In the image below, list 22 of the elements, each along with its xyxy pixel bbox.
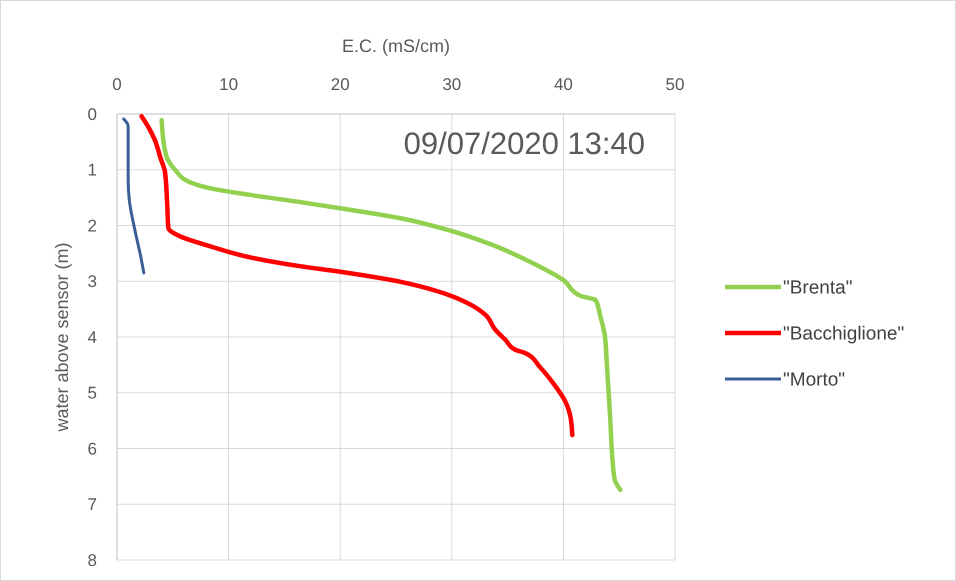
y-tick-label: 1	[88, 160, 97, 180]
x-tick-label: 40	[554, 75, 573, 94]
x-tick-label: 10	[219, 75, 238, 94]
y-tick-label: 2	[88, 216, 97, 236]
y-axis-title: water above sensor (m)	[52, 242, 72, 433]
y-tick-label: 5	[88, 384, 97, 403]
x-axis-title: E.C. (mS/cm)	[342, 36, 450, 56]
y-tick-label: 3	[88, 272, 97, 292]
y-tick-label: 4	[88, 328, 97, 347]
legend-label: "Bacchiglione"	[783, 324, 904, 345]
y-tick-label: 6	[88, 439, 97, 458]
y-tick-label: 0	[88, 104, 97, 124]
x-tick-label: 0	[112, 75, 122, 94]
legend-label: "Brenta"	[783, 278, 852, 299]
line-series	[122, 118, 146, 274]
x-tick-label: 50	[666, 75, 684, 94]
y-tick-label: 8	[88, 550, 97, 570]
x-tick-label: 30	[442, 75, 462, 94]
annotation: 09/07/2020 13:40	[404, 126, 645, 161]
legend-label: "Morto"	[783, 370, 846, 391]
y-tick-label: 7	[88, 495, 97, 514]
x-tick-label: 20	[330, 75, 350, 94]
